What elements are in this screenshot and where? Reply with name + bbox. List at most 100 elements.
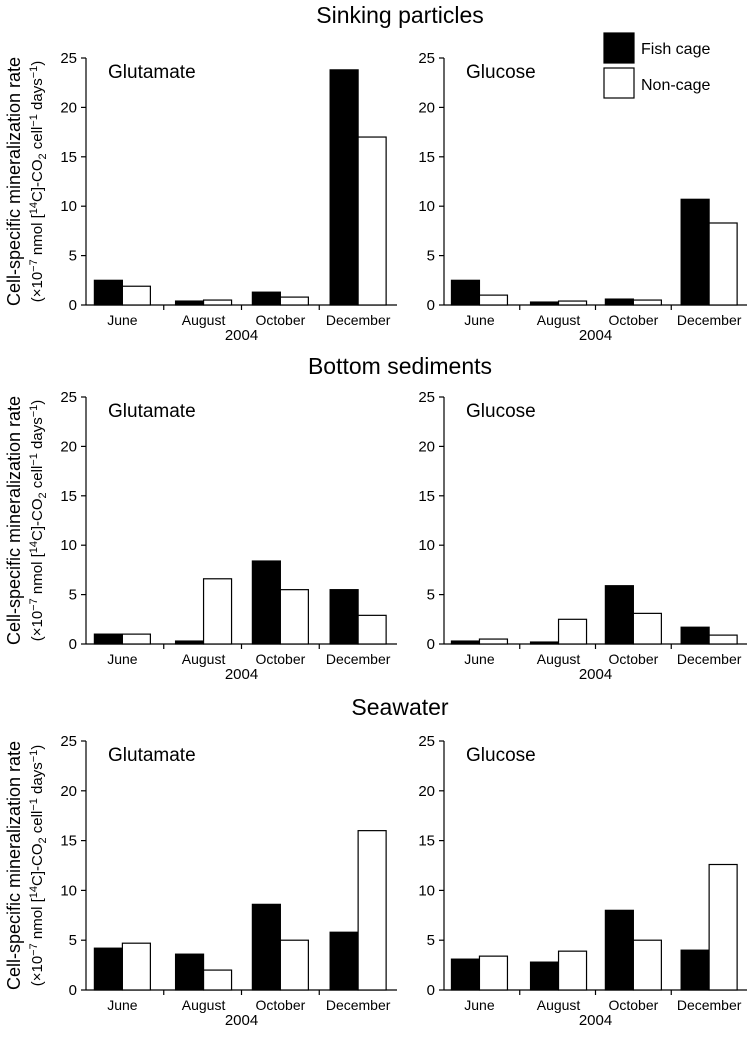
y-axis-title-line1: Cell-specific mineralization rate — [4, 396, 24, 645]
y-tick-label: 25 — [418, 733, 435, 750]
bar-non-cage-august — [202, 969, 233, 991]
bar-fish-cage-december — [329, 589, 359, 645]
x-tick-label-october: October — [255, 997, 305, 1013]
bar-non-cage-august — [202, 299, 233, 306]
bar-fish-cage-october — [604, 298, 634, 306]
x-axis-label: 2004 — [225, 1012, 258, 1029]
x-tick-label-october: October — [608, 651, 658, 667]
x-tick-label-august: August — [182, 312, 226, 328]
x-tick-label-december: December — [326, 651, 391, 667]
x-tick-label-december: December — [677, 651, 742, 667]
bar-non-cage-june — [121, 285, 151, 306]
y-tick-label: 10 — [60, 198, 77, 215]
panel-seawater-glutamate: Glutamate 0 5 10 15 20 25 June August October Dece… — [60, 733, 397, 1029]
bar-non-cage-december — [357, 136, 387, 306]
y-tick-label: 10 — [418, 198, 435, 215]
y-tick-label: 5 — [69, 932, 77, 949]
y-tick-label: 5 — [427, 248, 435, 265]
y-tick-label: 15 — [60, 149, 77, 166]
bar-non-cage-december — [708, 222, 738, 306]
bar-non-cage-october — [632, 939, 662, 991]
bar-non-cage-june — [478, 638, 509, 645]
y-axis-title-line2: (×10−7 nmol [14C]-CO2 cell−1 days−1) — [28, 745, 49, 987]
bar-fish-cage-december — [680, 198, 710, 306]
y-tick-label: 15 — [418, 833, 435, 850]
bar-fish-cage-august — [174, 953, 205, 991]
panel-seawater-glucose: Glucose 0 5 10 15 20 25 June August October Decemb… — [418, 733, 747, 1029]
y-tick-label: 0 — [69, 297, 77, 314]
x-tick-label-december: December — [677, 312, 742, 328]
y-axis-title-line2: (×10−7 nmol [14C]-CO2 cell−1 days−1) — [28, 400, 49, 642]
x-tick-label-december: December — [326, 312, 391, 328]
panel-title: Glucose — [466, 62, 536, 83]
panel-bottom-sediments-glutamate: Glutamate 0 5 10 15 20 25 June August October Dece… — [60, 389, 397, 683]
x-tick-label-june: June — [464, 312, 495, 328]
legend-swatch-fish-cage — [603, 32, 635, 64]
bar-non-cage-august — [557, 950, 588, 991]
y-axis-title-line2: (×10−7 nmol [14C]-CO2 cell−1 days−1) — [28, 61, 49, 303]
bar-fish-cage-june — [93, 633, 123, 645]
bar-fish-cage-august — [529, 641, 560, 645]
y-tick-label: 25 — [60, 733, 77, 750]
x-tick-label-june: June — [107, 312, 138, 328]
x-axis-label: 2004 — [579, 1012, 612, 1029]
x-axis-label: 2004 — [579, 666, 612, 683]
x-tick-label-august: August — [182, 651, 226, 667]
y-tick-label: 0 — [427, 297, 435, 314]
y-axis-title: Cell-specific mineralization rate (×10−7 … — [4, 741, 49, 990]
panel-title: Glutamate — [108, 401, 196, 422]
legend: Fish cage Non-cage — [603, 32, 710, 99]
bar-non-cage-october — [279, 589, 309, 645]
x-tick-label-october: October — [255, 312, 305, 328]
bar-fish-cage-december — [680, 626, 710, 645]
y-tick-label: 0 — [69, 636, 77, 653]
panel-title: Glutamate — [108, 745, 196, 766]
bar-fish-cage-october — [604, 585, 634, 645]
y-axis-title-line1: Cell-specific mineralization rate — [4, 741, 24, 990]
bar-fish-cage-december — [680, 949, 710, 991]
panel-title: Glucose — [466, 745, 536, 766]
y-axis-title: Cell-specific mineralization rate (×10−7 … — [4, 57, 49, 306]
y-tick-label: 10 — [60, 537, 77, 554]
bar-non-cage-august — [557, 300, 588, 306]
panel-sinking-particles-glucose: Glucose 0 5 10 15 20 25 June August October Decemb… — [418, 50, 747, 344]
y-tick-label: 0 — [427, 982, 435, 999]
x-tick-label-june: June — [464, 651, 495, 667]
panel-sinking-particles-glutamate: Glutamate 0 5 10 15 20 25 June August October Dece… — [60, 50, 397, 344]
bar-non-cage-december — [708, 863, 738, 991]
x-tick-label-october: October — [608, 997, 658, 1013]
x-tick-label-june: June — [464, 997, 495, 1013]
bar-fish-cage-june — [450, 640, 481, 645]
bar-non-cage-june — [478, 294, 509, 306]
bar-non-cage-june — [478, 955, 509, 991]
bar-fish-cage-august — [174, 640, 205, 645]
y-tick-label: 20 — [60, 438, 77, 455]
y-tick-label: 15 — [60, 488, 77, 505]
x-tick-label-october: October — [255, 651, 305, 667]
bar-fish-cage-june — [93, 947, 123, 991]
y-tick-label: 25 — [418, 50, 435, 67]
panel-title: Glutamate — [108, 62, 196, 83]
y-tick-label: 25 — [418, 389, 435, 406]
y-tick-label: 15 — [418, 149, 435, 166]
x-axis-label: 2004 — [579, 327, 612, 344]
legend-label-non-cage: Non-cage — [641, 77, 710, 94]
bar-non-cage-october — [279, 296, 309, 306]
bar-non-cage-december — [357, 830, 387, 991]
panel-title: Glucose — [466, 401, 536, 422]
bar-fish-cage-december — [329, 69, 359, 306]
y-tick-label: 20 — [60, 783, 77, 800]
bar-fish-cage-august — [174, 300, 205, 306]
y-tick-label: 0 — [427, 636, 435, 653]
x-axis-label: 2004 — [225, 666, 258, 683]
y-tick-label: 20 — [60, 99, 77, 116]
y-tick-label: 15 — [418, 488, 435, 505]
y-tick-label: 10 — [60, 882, 77, 899]
bar-non-cage-august — [202, 578, 233, 645]
section-title-sinking-particles: Sinking particles — [316, 2, 483, 28]
x-tick-label-december: December — [326, 997, 391, 1013]
bar-non-cage-june — [121, 633, 151, 645]
y-tick-label: 5 — [69, 248, 77, 265]
y-tick-label: 10 — [418, 537, 435, 554]
